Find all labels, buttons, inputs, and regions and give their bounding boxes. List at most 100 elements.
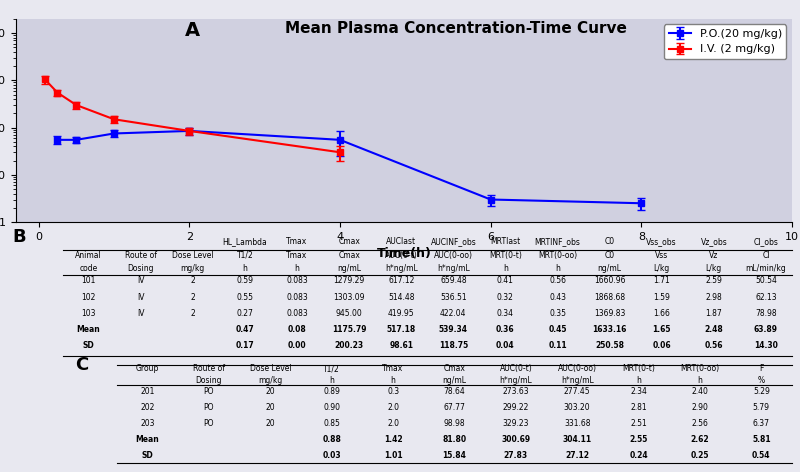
Text: 277.45: 277.45 [564, 388, 590, 396]
Text: 0.3: 0.3 [387, 388, 399, 396]
Text: 1.65: 1.65 [653, 325, 671, 334]
Text: 0.47: 0.47 [235, 325, 254, 334]
Text: 2: 2 [190, 277, 195, 286]
Text: 98.61: 98.61 [390, 341, 414, 350]
Text: h: h [503, 263, 508, 273]
Text: 0.90: 0.90 [323, 404, 340, 413]
Text: 0.24: 0.24 [630, 451, 648, 460]
Text: h: h [698, 376, 702, 385]
Text: 1.01: 1.01 [384, 451, 402, 460]
Text: 0.55: 0.55 [237, 293, 254, 302]
Text: IV: IV [137, 309, 145, 318]
Text: 0.56: 0.56 [549, 277, 566, 286]
Text: Route of: Route of [193, 364, 225, 373]
Text: Mean: Mean [77, 325, 101, 334]
Text: 78.64: 78.64 [443, 388, 466, 396]
Text: 2.59: 2.59 [706, 277, 722, 286]
Text: 27.12: 27.12 [565, 451, 589, 460]
Text: 0.083: 0.083 [286, 277, 308, 286]
Text: 0.89: 0.89 [323, 388, 340, 396]
Text: 0.17: 0.17 [235, 341, 254, 350]
Text: 1369.83: 1369.83 [594, 309, 626, 318]
Text: 300.69: 300.69 [502, 435, 530, 444]
Text: 0.08: 0.08 [288, 325, 306, 334]
Text: Cmax: Cmax [443, 364, 466, 373]
Text: Vz_obs: Vz_obs [701, 237, 727, 246]
X-axis label: Time(h): Time(h) [377, 247, 431, 261]
Text: 2.0: 2.0 [387, 404, 399, 413]
Text: 0.06: 0.06 [653, 341, 671, 350]
Text: 2.40: 2.40 [691, 388, 708, 396]
Text: 2.90: 2.90 [691, 404, 708, 413]
Text: 20: 20 [266, 420, 275, 429]
Text: 617.12: 617.12 [388, 277, 414, 286]
Text: Vss: Vss [655, 251, 668, 260]
Legend: P.O.(20 mg/kg), I.V. (2 mg/kg): P.O.(20 mg/kg), I.V. (2 mg/kg) [664, 25, 786, 59]
Text: 2.51: 2.51 [630, 420, 647, 429]
Text: 1175.79: 1175.79 [332, 325, 366, 334]
Text: h*ng/mL: h*ng/mL [385, 263, 418, 273]
Text: Mean Plasma Concentration-Time Curve: Mean Plasma Concentration-Time Curve [285, 21, 627, 36]
Text: Tmax: Tmax [286, 251, 308, 260]
Text: 250.58: 250.58 [595, 341, 624, 350]
Text: 419.95: 419.95 [388, 309, 414, 318]
Text: 78.98: 78.98 [755, 309, 777, 318]
Text: 0.27: 0.27 [237, 309, 254, 318]
Text: h*ng/mL: h*ng/mL [437, 263, 470, 273]
Text: B: B [12, 228, 26, 245]
Text: 0.04: 0.04 [496, 341, 514, 350]
Text: 304.11: 304.11 [562, 435, 592, 444]
Text: 2.81: 2.81 [630, 404, 647, 413]
Text: Cmax: Cmax [338, 237, 360, 246]
Text: 2: 2 [190, 293, 195, 302]
Text: T1/2: T1/2 [323, 364, 340, 373]
Text: ng/mL: ng/mL [337, 263, 361, 273]
Text: PO: PO [204, 420, 214, 429]
Text: Dose Level: Dose Level [172, 251, 214, 260]
Text: 102: 102 [82, 293, 96, 302]
Text: Vz: Vz [709, 251, 718, 260]
Text: 20: 20 [266, 388, 275, 396]
Text: 50.54: 50.54 [755, 277, 777, 286]
Text: code: code [79, 263, 98, 273]
Text: 0.45: 0.45 [548, 325, 566, 334]
Text: 0.11: 0.11 [548, 341, 567, 350]
Text: mL/min/kg: mL/min/kg [746, 263, 786, 273]
Text: 659.48: 659.48 [440, 277, 466, 286]
Text: 2.98: 2.98 [706, 293, 722, 302]
Text: MRT(0-oo): MRT(0-oo) [680, 364, 719, 373]
Text: 0.43: 0.43 [549, 293, 566, 302]
Text: h*ng/mL: h*ng/mL [499, 376, 532, 385]
Text: Cl_obs: Cl_obs [754, 237, 778, 246]
Text: PO: PO [204, 404, 214, 413]
Text: 1.87: 1.87 [706, 309, 722, 318]
Text: 0.56: 0.56 [705, 341, 723, 350]
Text: 0.083: 0.083 [286, 293, 308, 302]
Text: 1.42: 1.42 [384, 435, 402, 444]
Text: 14.30: 14.30 [754, 341, 778, 350]
Text: 2.55: 2.55 [630, 435, 648, 444]
Text: Tmax: Tmax [382, 364, 404, 373]
Text: 0.85: 0.85 [323, 420, 340, 429]
Text: mg/kg: mg/kg [258, 376, 282, 385]
Text: 422.04: 422.04 [440, 309, 466, 318]
Text: 2: 2 [190, 309, 195, 318]
Text: 329.23: 329.23 [502, 420, 529, 429]
Text: ng/mL: ng/mL [598, 263, 622, 273]
Text: AUCINF_obs: AUCINF_obs [430, 237, 476, 246]
Text: Dose Level: Dose Level [250, 364, 291, 373]
Text: 331.68: 331.68 [564, 420, 590, 429]
Text: Route of: Route of [125, 251, 157, 260]
Text: 0.03: 0.03 [322, 451, 341, 460]
Text: 536.51: 536.51 [440, 293, 466, 302]
Text: 1868.68: 1868.68 [594, 293, 626, 302]
Text: h: h [330, 376, 334, 385]
Text: IV: IV [137, 277, 145, 286]
Text: Vss_obs: Vss_obs [646, 237, 677, 246]
Text: 1279.29: 1279.29 [334, 277, 365, 286]
Text: 200.23: 200.23 [334, 341, 364, 350]
Text: 273.63: 273.63 [502, 388, 529, 396]
Text: 2.56: 2.56 [691, 420, 708, 429]
Text: 539.34: 539.34 [439, 325, 468, 334]
Text: 201: 201 [140, 388, 154, 396]
